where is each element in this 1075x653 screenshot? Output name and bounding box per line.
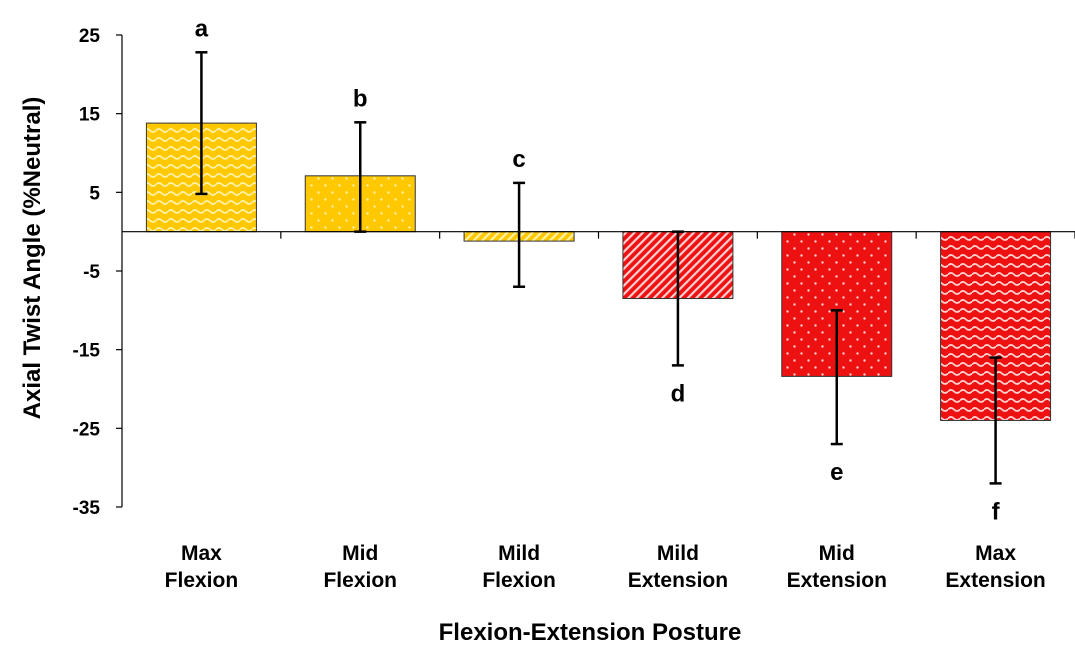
error-bars-layer — [195, 51, 1002, 485]
y-tick-label: -5 — [83, 262, 100, 283]
x-tick-label: Mid Flexion — [323, 542, 397, 592]
x-tick-label: Mild Flexion — [482, 542, 556, 592]
significance-label: a — [195, 15, 209, 42]
y-tick-label: -15 — [73, 341, 101, 362]
significance-label: c — [512, 146, 525, 173]
x-axis-title: Flexion-Extension Posture — [439, 619, 742, 646]
bars-layer — [145, 122, 1052, 421]
y-tick-label: 5 — [89, 183, 100, 204]
y-axis-title: Axial Twist Angle (%Neutral) — [19, 97, 46, 420]
labels-layer: a Max Flexion b Mid Flexion c Mild Flexion d Mild E… — [165, 15, 1046, 592]
y-tick-label: -25 — [73, 419, 101, 440]
x-tick-label: Mild Extension — [628, 542, 728, 592]
x-tick-label: Max Flexion — [165, 542, 239, 592]
y-tick-label: 15 — [79, 105, 101, 126]
x-tick-label: Max Extension — [945, 542, 1045, 592]
y-tick-label: 25 — [79, 26, 101, 47]
significance-label: f — [992, 498, 1001, 525]
significance-label: b — [353, 85, 368, 112]
significance-label: d — [671, 380, 686, 407]
significance-label: e — [830, 459, 843, 486]
y-tick-label: -35 — [73, 498, 101, 519]
axis-layer: 25 15 5 -5 -15 -25 -35 — [73, 26, 1075, 519]
x-tick-label: Mid Extension — [787, 542, 887, 592]
